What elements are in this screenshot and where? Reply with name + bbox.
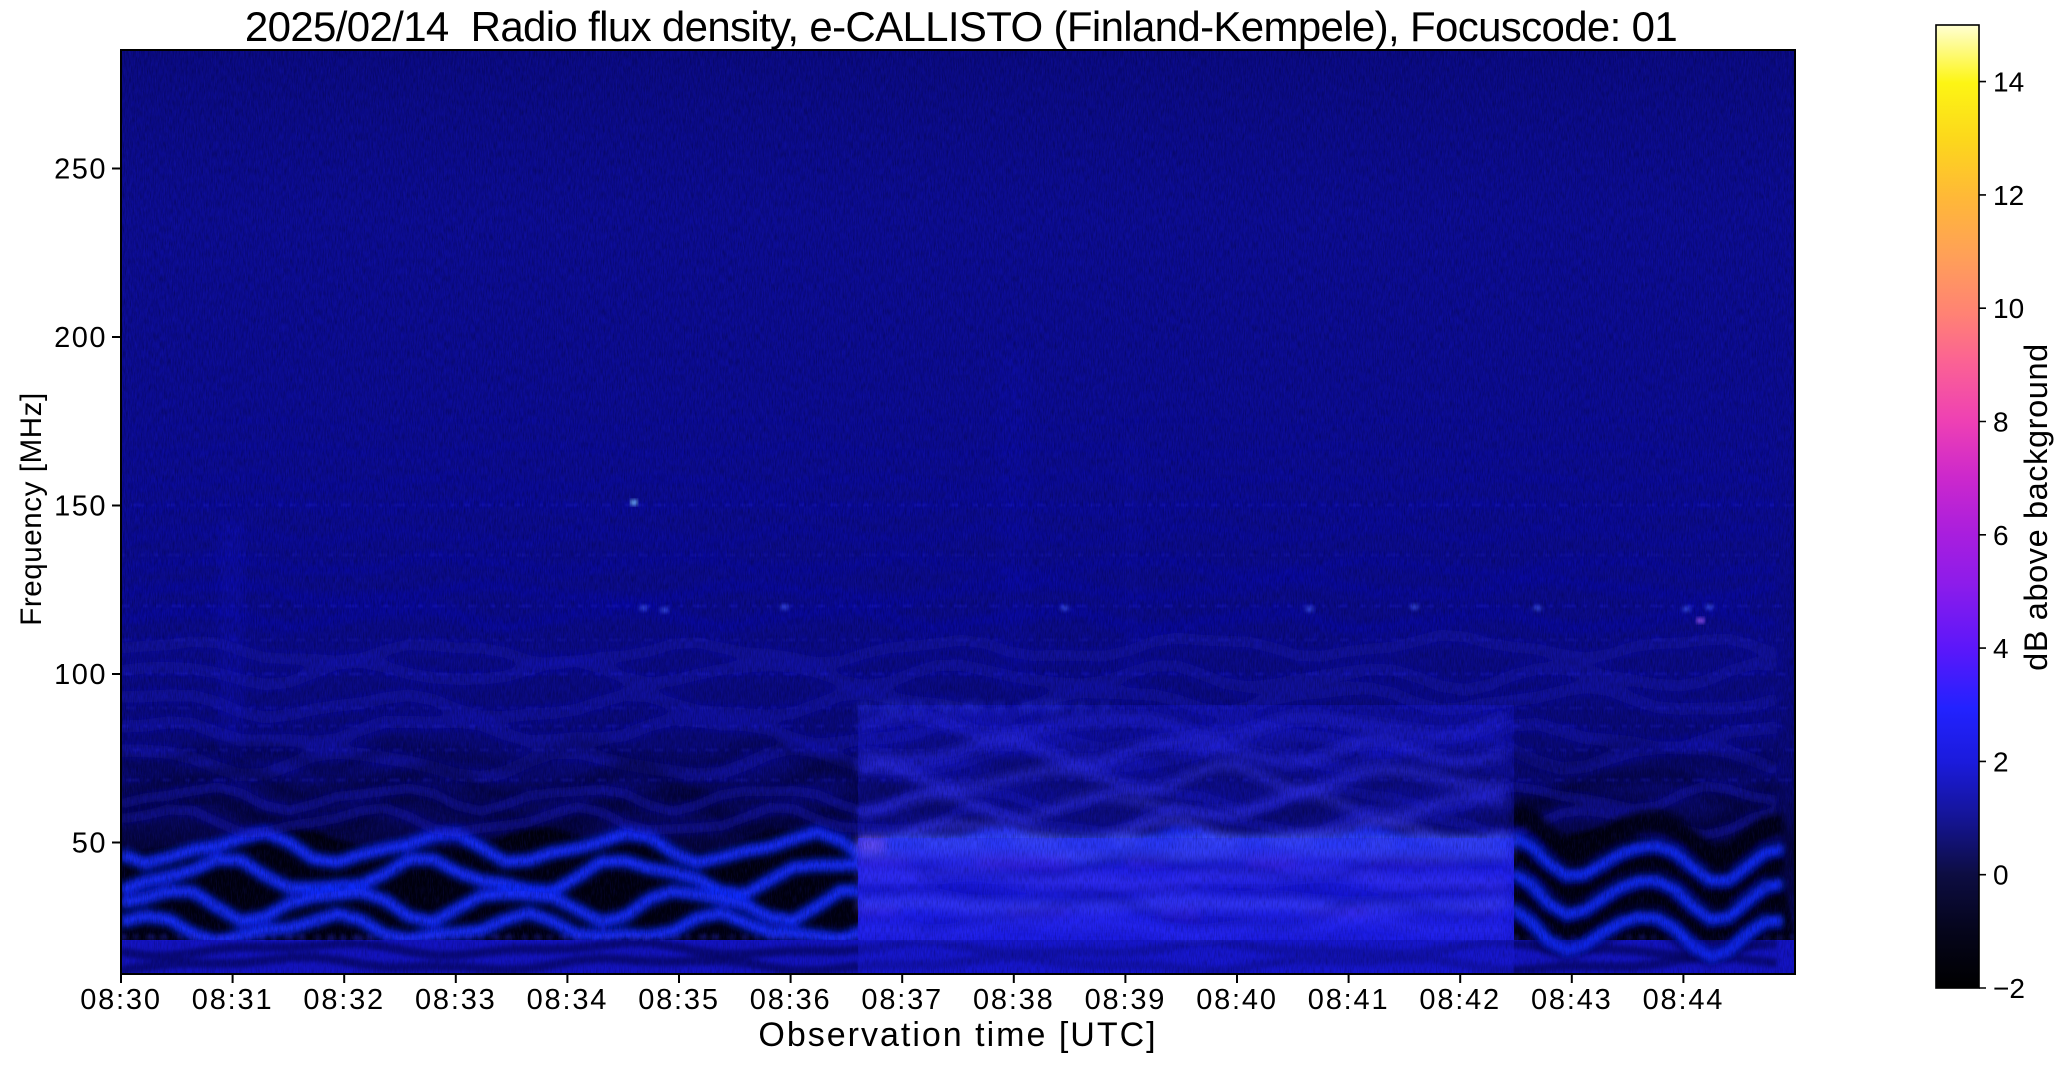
- svg-text:08:43: 08:43: [1531, 984, 1613, 1016]
- svg-text:08:42: 08:42: [1419, 984, 1501, 1016]
- svg-text:250: 250: [54, 154, 107, 186]
- svg-text:08:44: 08:44: [1643, 984, 1725, 1016]
- svg-text:08:31: 08:31: [192, 984, 274, 1016]
- svg-text:08:33: 08:33: [415, 984, 497, 1016]
- svg-text:150: 150: [54, 491, 107, 523]
- svg-text:08:37: 08:37: [861, 984, 943, 1016]
- svg-text:6: 6: [1993, 520, 2009, 551]
- svg-text:08:36: 08:36: [750, 984, 832, 1016]
- svg-text:08:40: 08:40: [1196, 984, 1278, 1016]
- svg-text:4: 4: [1993, 633, 2009, 664]
- svg-text:14: 14: [1993, 67, 2024, 98]
- svg-text:2025/02/14 Radio flux density: 2025/02/14 Radio flux density, e-CALLIST…: [245, 3, 1677, 50]
- svg-text:08:39: 08:39: [1085, 984, 1167, 1016]
- svg-text:0: 0: [1993, 860, 2009, 891]
- svg-text:8: 8: [1993, 407, 2009, 438]
- svg-text:−2: −2: [1993, 973, 2025, 1004]
- svg-text:dB above background: dB above background: [2018, 343, 2054, 671]
- svg-text:Frequency [MHz]: Frequency [MHz]: [15, 392, 48, 626]
- svg-text:2: 2: [1993, 746, 2009, 777]
- svg-text:10: 10: [1993, 293, 2024, 324]
- svg-text:08:41: 08:41: [1308, 984, 1390, 1016]
- svg-text:12: 12: [1993, 180, 2024, 211]
- svg-text:08:32: 08:32: [303, 984, 385, 1016]
- svg-text:Observation time [UTC]: Observation time [UTC]: [758, 1016, 1157, 1054]
- svg-text:50: 50: [72, 828, 107, 860]
- svg-text:08:35: 08:35: [638, 984, 720, 1016]
- svg-text:100: 100: [54, 659, 107, 691]
- svg-text:08:38: 08:38: [973, 984, 1055, 1016]
- svg-text:08:34: 08:34: [527, 984, 609, 1016]
- svg-text:200: 200: [54, 322, 107, 354]
- svg-text:08:30: 08:30: [80, 984, 162, 1016]
